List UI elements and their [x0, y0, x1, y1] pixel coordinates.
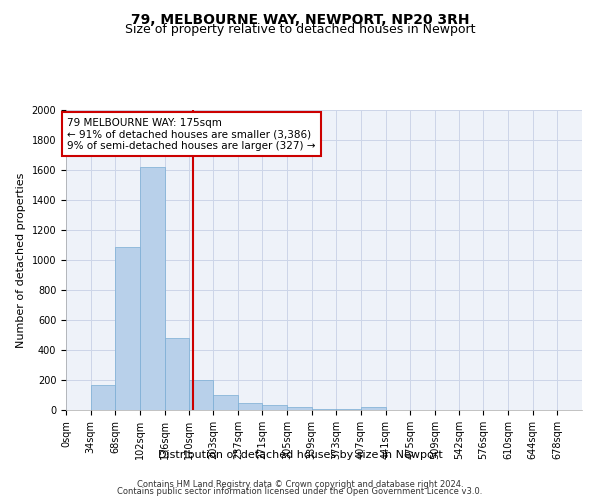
Bar	[361, 408, 386, 410]
Bar	[91, 385, 115, 410]
Bar	[262, 405, 287, 410]
Bar	[213, 395, 238, 410]
Bar	[189, 380, 213, 410]
Text: Contains HM Land Registry data © Crown copyright and database right 2024.: Contains HM Land Registry data © Crown c…	[137, 480, 463, 489]
Text: 79 MELBOURNE WAY: 175sqm
← 91% of detached houses are smaller (3,386)
9% of semi: 79 MELBOURNE WAY: 175sqm ← 91% of detach…	[67, 118, 316, 150]
Text: 79, MELBOURNE WAY, NEWPORT, NP20 3RH: 79, MELBOURNE WAY, NEWPORT, NP20 3RH	[131, 12, 469, 26]
Text: Size of property relative to detached houses in Newport: Size of property relative to detached ho…	[125, 22, 475, 36]
Bar	[287, 407, 311, 410]
Bar	[140, 167, 164, 410]
Bar	[337, 409, 361, 410]
Y-axis label: Number of detached properties: Number of detached properties	[16, 172, 26, 348]
Text: Contains public sector information licensed under the Open Government Licence v3: Contains public sector information licen…	[118, 488, 482, 496]
Bar	[238, 403, 262, 410]
Bar	[311, 409, 337, 410]
Text: Distribution of detached houses by size in Newport: Distribution of detached houses by size …	[158, 450, 442, 460]
Bar	[164, 338, 189, 410]
Bar	[115, 247, 140, 410]
